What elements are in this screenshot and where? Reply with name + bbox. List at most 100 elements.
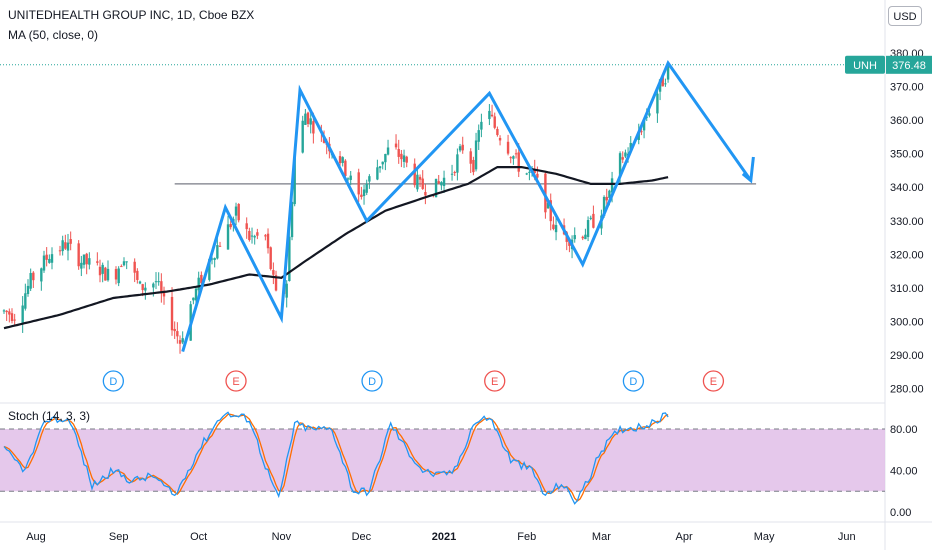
- candle-body: [306, 112, 310, 125]
- candle-body: [362, 189, 366, 197]
- candle-body: [549, 200, 552, 222]
- candle-body: [642, 120, 646, 131]
- candle-body: [136, 270, 139, 280]
- candle-body: [517, 152, 520, 172]
- stoch-indicator-legend: Stoch (14, 3, 3): [8, 409, 91, 423]
- candle-body: [82, 254, 86, 265]
- time-axis-label: Jun: [838, 531, 856, 543]
- time-axis-label: Aug: [26, 531, 46, 543]
- candle-body: [552, 224, 555, 229]
- candle-body: [229, 224, 232, 228]
- earnings-marker: E: [484, 370, 506, 392]
- candle-body: [469, 151, 472, 164]
- candle-body: [456, 154, 459, 173]
- event-label: E: [232, 376, 239, 388]
- candle-body: [573, 235, 576, 240]
- candle-body: [178, 340, 182, 344]
- earnings-marker: E: [702, 370, 725, 392]
- candle-body: [218, 245, 222, 247]
- candle-body: [480, 121, 483, 130]
- candle-body: [546, 202, 550, 209]
- candle-body: [125, 261, 128, 263]
- dividend-marker: D: [361, 370, 383, 392]
- candle-body: [216, 245, 219, 259]
- candle-body: [141, 284, 144, 291]
- candles: [2, 64, 670, 354]
- stoch-k-line: [3, 411, 669, 505]
- candle-body: [248, 230, 251, 241]
- candle-body: [378, 166, 382, 169]
- candle-body: [253, 236, 256, 238]
- candle-body: [85, 253, 88, 265]
- candle-body: [554, 225, 558, 233]
- time-axis-label: Sep: [109, 531, 129, 543]
- candle-body: [360, 194, 363, 197]
- candle-body: [77, 243, 80, 267]
- candle-body: [618, 153, 622, 177]
- candle-body: [589, 217, 592, 219]
- candle-body: [400, 153, 403, 160]
- candle-body: [21, 305, 24, 324]
- candle-body: [154, 281, 158, 283]
- candle-body: [648, 113, 651, 116]
- earnings-marker: E: [225, 370, 247, 392]
- candle-body: [664, 83, 667, 85]
- candle-body: [453, 172, 456, 174]
- candle-body: [144, 287, 147, 291]
- currency-button[interactable]: USD: [888, 6, 922, 26]
- candle-body: [581, 236, 584, 239]
- event-label: D: [109, 376, 117, 388]
- candle-body: [640, 131, 643, 133]
- candle-body: [285, 283, 288, 298]
- candle-body: [488, 110, 491, 120]
- candle-body: [26, 285, 30, 294]
- candle-body: [269, 247, 272, 270]
- chart-title: UNITEDHEALTH GROUP INC, 1D, Cboe BZX: [8, 8, 255, 22]
- candle-body: [434, 178, 438, 198]
- event-circle: [361, 370, 383, 392]
- candle-body: [274, 275, 278, 291]
- event-circle: [702, 370, 725, 392]
- candle-body: [365, 183, 368, 193]
- candle-body: [61, 240, 64, 252]
- event-label: D: [629, 376, 637, 388]
- price-tag-bg: [886, 55, 932, 74]
- price-axis-label: 280.00: [890, 384, 924, 396]
- candle-body: [605, 196, 608, 201]
- time-axis-label: Feb: [517, 531, 536, 543]
- candle-body: [29, 273, 32, 289]
- candle-body: [624, 152, 627, 157]
- candle-body: [357, 172, 360, 195]
- candle-body: [64, 242, 67, 249]
- price-axis-label: 350.00: [890, 149, 924, 161]
- candle-body: [290, 201, 294, 238]
- candle-body: [170, 296, 174, 331]
- symbol-tag-text: UNH: [853, 60, 877, 72]
- candle-body: [490, 114, 494, 117]
- candle-body: [117, 268, 120, 284]
- candle-body: [50, 254, 54, 263]
- candle-body: [424, 192, 427, 196]
- price-axis-label: 330.00: [890, 216, 924, 228]
- candle-body: [88, 258, 91, 265]
- candle-body: [381, 161, 384, 165]
- candle-body: [181, 338, 184, 343]
- candle-body: [58, 250, 62, 252]
- last-price-tag: UNH 376.48: [845, 55, 932, 74]
- pattern-arrow-head: [741, 156, 755, 184]
- candle-body: [402, 155, 406, 162]
- candle-body: [42, 255, 46, 271]
- candle-body: [293, 153, 296, 205]
- candle-body: [197, 277, 200, 291]
- event-circle: [225, 370, 247, 392]
- candle-body: [528, 171, 531, 173]
- candle-body: [341, 157, 344, 163]
- time-axis-label: 2021: [432, 531, 456, 543]
- candle-body: [120, 266, 123, 268]
- candle-body: [288, 236, 291, 282]
- candle-body: [514, 153, 518, 155]
- candle-body: [10, 313, 14, 321]
- time-axis-label: Oct: [190, 531, 207, 543]
